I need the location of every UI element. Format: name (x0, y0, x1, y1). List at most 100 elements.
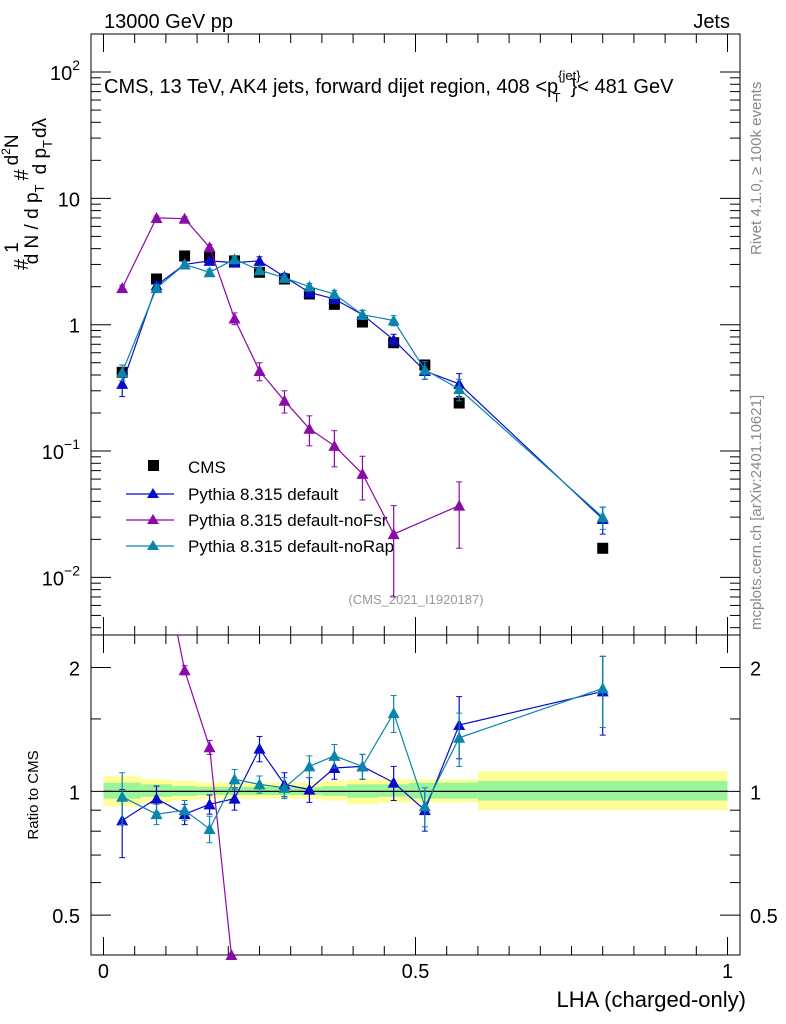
legend-item-cms: CMS (148, 458, 226, 477)
ratio-point-default (303, 783, 316, 795)
rivet-label: Rivet 4.1.0, ≥ 100k events (748, 82, 765, 255)
main-point-nofsr (203, 241, 216, 253)
main-point-nofsr (228, 312, 241, 324)
main-ytick-label: 10−1 (42, 436, 80, 464)
main-point-cms (179, 250, 191, 262)
main-ytick-label: 10−2 (42, 562, 80, 590)
ratio-point-norap (150, 808, 163, 820)
ratio-point-norap (328, 749, 341, 761)
ylabel-one: 1 (2, 242, 23, 253)
x-tick-label: 1 (722, 961, 733, 983)
title-part-2: }< 481 GeV (571, 76, 675, 98)
svg-text:#1d N / d pT#d2Nd pTdλ: #1d N / d pT#d2Nd pTdλ (0, 117, 55, 270)
main-point-nofsr (303, 422, 316, 434)
header-right: Jets (693, 11, 730, 33)
ratio-point-nofsr (225, 949, 238, 960)
ylabel-dlambda: dλ (30, 117, 51, 138)
ratio-series-layer (116, 635, 609, 960)
ratio-point-norap (178, 804, 191, 816)
ylabel-dp: d p (30, 148, 51, 174)
ratio-point-norap (418, 800, 431, 812)
main-point-norap (203, 266, 216, 278)
main-point-norap (328, 288, 341, 300)
main-point-norap (387, 314, 400, 326)
main-point-default (253, 254, 266, 266)
main-point-cms (453, 397, 465, 409)
main-point-norap (116, 366, 129, 378)
ratio-ytick-label: 1 (69, 782, 80, 804)
ratio-ylabel: Ratio to CMS (25, 750, 42, 839)
main-point-norap (228, 253, 241, 265)
ratio-point-default (228, 792, 241, 804)
main-point-norap (253, 264, 266, 276)
title-sub: T (553, 90, 561, 105)
ratio-point-norap (356, 760, 369, 772)
ratio-ytick-label-right: 2 (750, 659, 761, 681)
main-line-norap (121, 258, 604, 518)
main-point-cms (328, 298, 340, 310)
x-axis-label: LHA (charged-only) (556, 987, 746, 1012)
main-point-norap (178, 258, 191, 270)
main-point-cms (597, 542, 609, 554)
legend: CMS Pythia 8.315 default Pythia 8.315 de… (126, 458, 394, 556)
main-point-nofsr (116, 282, 129, 294)
ylabel-hash2: # (11, 169, 33, 181)
legend-marker-cms (148, 460, 159, 471)
ratio-band-inner (477, 780, 728, 801)
main-ytick-label: 1 (69, 316, 80, 338)
ylabel-t2: T (40, 140, 55, 148)
ratio-point-norap (203, 822, 216, 834)
title-sup: {jet} (558, 68, 581, 83)
analysis-watermark: (CMS_2021_I1920187) (348, 592, 483, 607)
legend-label-cms: CMS (188, 458, 226, 477)
legend-item-norap: Pythia 8.315 default-noRap (126, 537, 394, 556)
ratio-ytick-label: 0.5 (52, 906, 80, 928)
main-series-layer (116, 211, 609, 598)
main-point-norap (453, 382, 466, 394)
main-point-norap (356, 308, 369, 320)
legend-marker-default (147, 488, 159, 498)
main-line-default (121, 260, 604, 520)
ratio-point-norap (303, 760, 316, 772)
main-point-nofsr (178, 212, 191, 224)
title-part-1: CMS, 13 TeV, AK4 jets, forward dijet reg… (104, 76, 558, 98)
main-series-nofsr (116, 211, 466, 598)
legend-item-nofsr: Pythia 8.315 default-noFsr (126, 511, 388, 530)
header-left: 13000 GeV pp (104, 11, 233, 33)
mcplots-label: mcplots.cern.ch [arXiv:2401.10621] (748, 395, 765, 630)
ylabel-n: N (2, 134, 23, 148)
ylabel-t1: T (32, 184, 47, 192)
ratio-ytick-label: 2 (69, 659, 80, 681)
ratio-ytick-label-right: 1 (750, 782, 761, 804)
svg-text:CMS, 13 TeV, AK4 jets, forward: CMS, 13 TeV, AK4 jets, forward dijet reg… (104, 68, 674, 105)
main-point-norap (150, 282, 163, 294)
ratio-point-norap (453, 731, 466, 743)
ratio-point-default (387, 776, 400, 788)
ratio-series-norap (116, 655, 609, 844)
main-ylabel: #1d N / d pT#d2Nd pTdλ (0, 117, 55, 270)
plot-title: CMS, 13 TeV, AK4 jets, forward dijet reg… (104, 68, 674, 105)
main-ytick-label: 102 (50, 57, 80, 85)
legend-label-nofsr: Pythia 8.315 default-noFsr (188, 511, 388, 530)
main-point-nofsr (453, 499, 466, 511)
main-point-nofsr (253, 365, 266, 377)
main-point-default (303, 286, 316, 298)
main-point-norap (303, 280, 316, 292)
ratio-ytick-label-right: 0.5 (750, 906, 778, 928)
main-series-cms (116, 250, 609, 554)
ratio-point-default (150, 792, 163, 804)
ratio-point-norap (596, 682, 609, 694)
main-point-nofsr (387, 528, 400, 540)
ratio-point-norap (387, 707, 400, 719)
legend-marker-nofsr (147, 514, 159, 524)
main-point-cms (356, 316, 368, 328)
ratio-point-norap (253, 778, 266, 790)
ratio-point-nofsr (203, 741, 216, 753)
ylabel-2: 2 (0, 148, 13, 155)
main-point-default (116, 377, 129, 389)
ratio-series-nofsr (176, 635, 238, 960)
main-point-norap (596, 511, 609, 523)
legend-label-norap: Pythia 8.315 default-noRap (188, 537, 394, 556)
main-point-cms (151, 273, 163, 285)
